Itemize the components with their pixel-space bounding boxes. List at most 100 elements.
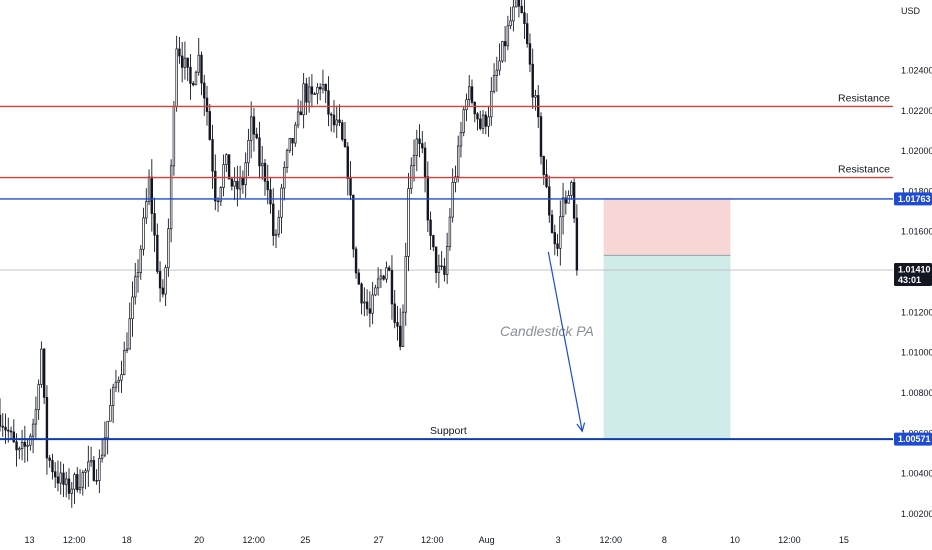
candle-body [575, 217, 579, 271]
candle-body [53, 471, 57, 478]
candle-body [29, 435, 32, 446]
candle-body [98, 457, 101, 481]
x-tick-label: 10 [730, 535, 740, 545]
candle-body [368, 308, 372, 314]
direction-arrow-head [576, 422, 586, 433]
candle-body [274, 233, 278, 236]
candle-body [65, 478, 68, 485]
candle-body [288, 137, 292, 151]
candle-body [294, 124, 297, 144]
candle-body [390, 269, 394, 305]
candle-body [396, 322, 399, 327]
candle-body [462, 109, 465, 133]
candle-body [269, 189, 272, 205]
candle-body [285, 150, 289, 168]
trade-position-box[interactable] [603, 198, 731, 440]
candle-body [509, 20, 512, 27]
candle-body [415, 138, 418, 156]
candle-body [45, 396, 49, 459]
candle-body [73, 474, 76, 490]
candle-body [484, 114, 487, 127]
candle-body [128, 318, 131, 350]
candle-body [15, 441, 18, 451]
candle-body [503, 41, 507, 47]
candle-body [192, 83, 195, 86]
candle-body [238, 177, 242, 190]
price-axis[interactable]: 1.02400 1.02200 1.02000 1.01800 1.01600 1.012… [901, 66, 932, 519]
candle-body [258, 137, 261, 167]
candle-body [134, 276, 137, 298]
candle-body [307, 86, 311, 103]
candle-body [194, 71, 198, 86]
candle-body [0, 414, 2, 427]
time-axis-panel[interactable] [0, 530, 893, 550]
candle-body [523, 12, 526, 24]
candle-body [572, 182, 576, 219]
candle-body [1, 425, 4, 428]
candle-body [418, 138, 421, 144]
candle-body [277, 216, 280, 235]
annotations: Candlestick PA [500, 251, 594, 433]
horizontal-levels[interactable]: Resistance Resistance Support [0, 92, 893, 441]
price-badge-text: 1.01763 [898, 194, 931, 204]
candle-body [349, 178, 352, 196]
candle-body [92, 460, 96, 481]
candle-body [379, 275, 383, 280]
level-label-support: Support [430, 425, 467, 437]
candle-body [81, 472, 85, 488]
candle-body [291, 137, 294, 144]
candle-body [84, 470, 87, 473]
candle-body [156, 234, 159, 272]
price-badge [894, 192, 932, 206]
candle-body [169, 165, 173, 230]
candle-body [109, 405, 112, 422]
candle-body [363, 301, 366, 304]
x-tick-label: 12:00 [242, 535, 265, 545]
price-badge [894, 432, 932, 446]
candle-body [31, 423, 35, 437]
stop-loss-zone [603, 198, 731, 256]
y-tick-label: 1.02200 [901, 106, 932, 116]
x-tick-label: 12:00 [778, 535, 801, 545]
candle-body [244, 162, 247, 186]
candle-body [233, 180, 236, 187]
candle-body [561, 197, 565, 218]
candle-body [376, 278, 380, 289]
candle-body [393, 303, 396, 323]
candle-body [164, 267, 167, 295]
candle-body [434, 246, 438, 273]
currency-label: USD [901, 6, 921, 16]
candle-body [255, 133, 258, 139]
candle-body [153, 213, 156, 236]
candle-body [310, 86, 314, 95]
candle-body [407, 188, 410, 257]
candle-body [539, 116, 543, 157]
candle-body [216, 200, 220, 203]
candle-body [26, 444, 29, 447]
candle-body [476, 113, 479, 120]
candle-body [371, 294, 374, 314]
y-tick-label: 1.02000 [901, 146, 932, 156]
x-tick-label: Aug [479, 535, 495, 545]
time-axis[interactable]: 13 12:00 18 20 12:00 25 27 12:00 Aug 3 12:00 8 10 12:… [24, 535, 848, 545]
candle-body [178, 48, 181, 57]
candle-body [111, 386, 115, 406]
candle-body [338, 119, 341, 124]
y-tick-label: 1.00400 [901, 469, 932, 479]
candle-body [42, 348, 46, 398]
candle-body [506, 25, 510, 47]
candle-body [327, 90, 330, 115]
candle-body [20, 442, 24, 450]
candle-body [225, 154, 228, 165]
x-tick-label: 12:00 [600, 535, 623, 545]
candle-body [556, 243, 559, 249]
candle-body [487, 116, 490, 127]
x-tick-label: 20 [194, 535, 204, 545]
candle-body [18, 448, 21, 451]
candle-body [437, 265, 441, 273]
candle-body [324, 83, 327, 92]
candle-body [123, 350, 126, 376]
candle-body [120, 374, 123, 381]
